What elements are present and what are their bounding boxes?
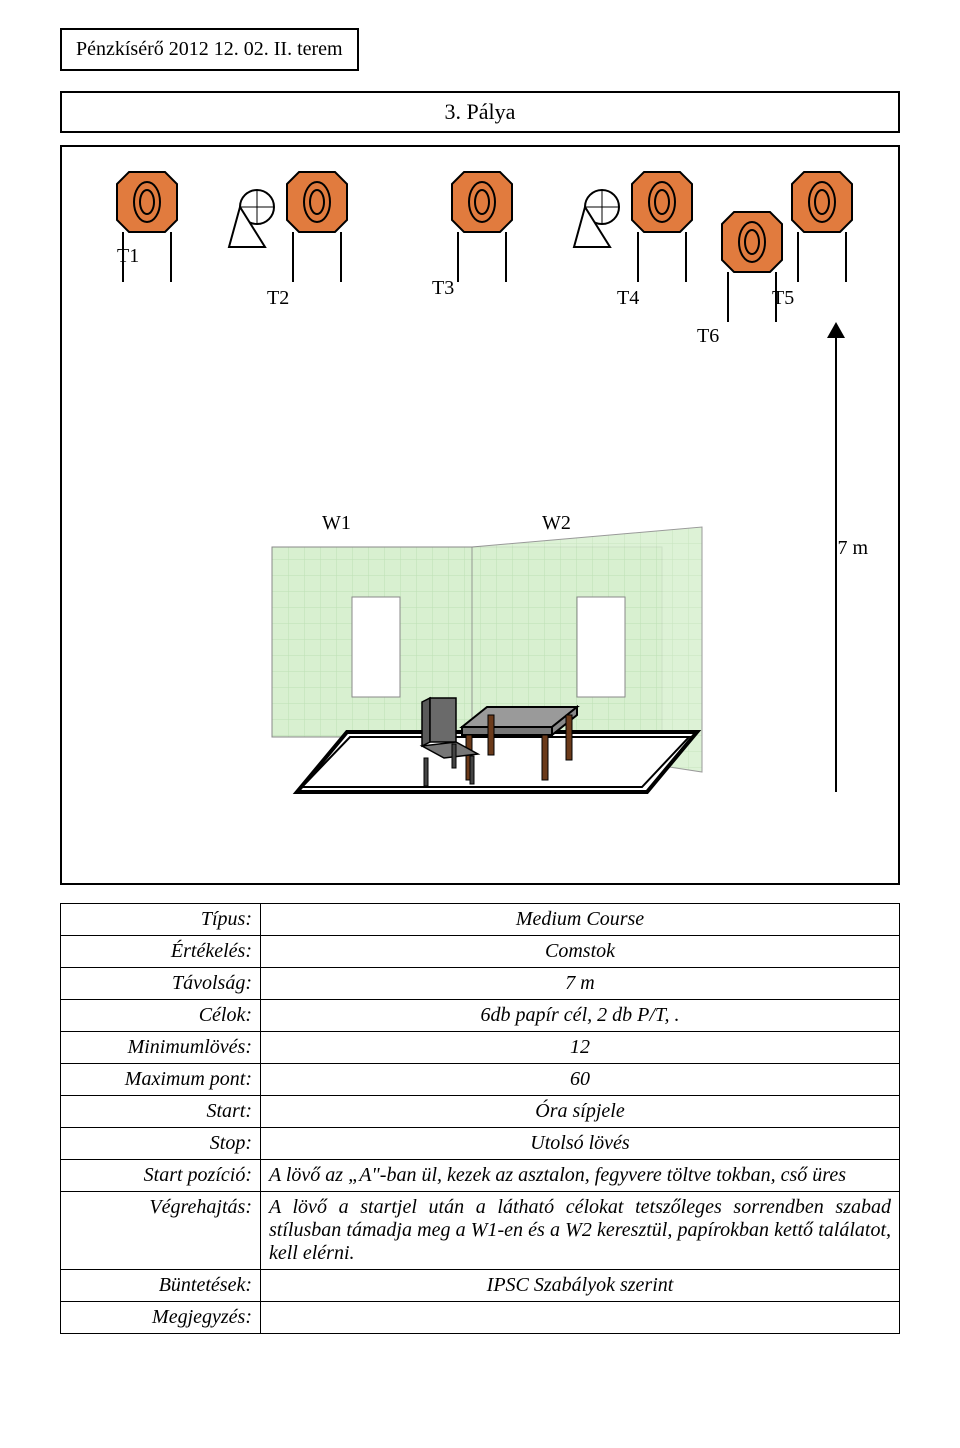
document-header: Pénzkísérő 2012 12. 02. II. terem <box>60 28 359 71</box>
spec-label: Célok: <box>61 1000 261 1032</box>
spec-value: A lövő az „A"-ban ül, kezek az asztalon,… <box>261 1160 900 1192</box>
spec-value: Utolsó lövés <box>261 1128 900 1160</box>
label-t4: T4 <box>617 287 639 310</box>
table-row: Megjegyzés: <box>61 1302 900 1334</box>
table-row: Start pozíció:A lövő az „A"-ban ül, keze… <box>61 1160 900 1192</box>
page: Pénzkísérő 2012 12. 02. II. terem 3. Pál… <box>0 0 960 1374</box>
spec-label: Minimumlövés: <box>61 1032 261 1064</box>
spec-label: Távolság: <box>61 968 261 1000</box>
label-t2: T2 <box>267 287 289 310</box>
spec-label: Értékelés: <box>61 936 261 968</box>
label-w1: W1 <box>322 512 351 535</box>
spec-value: A lövő a startjel után a látható célokat… <box>261 1192 900 1270</box>
spec-label: Start: <box>61 1096 261 1128</box>
spec-value: 6db papír cél, 2 db P/T, . <box>261 1000 900 1032</box>
table-row: Stop:Utolsó lövés <box>61 1128 900 1160</box>
spec-label: Típus: <box>61 904 261 936</box>
diagram-svg <box>62 147 892 885</box>
spec-value: 60 <box>261 1064 900 1096</box>
spec-label: Stop: <box>61 1128 261 1160</box>
label-t3: T3 <box>432 277 454 300</box>
table-row: Típus:Medium Course <box>61 904 900 936</box>
spec-label: Büntetések: <box>61 1270 261 1302</box>
spec-label: Maximum pont: <box>61 1064 261 1096</box>
spec-value: 12 <box>261 1032 900 1064</box>
label-t5: T5 <box>772 287 794 310</box>
spec-value: IPSC Szabályok szerint <box>261 1270 900 1302</box>
table-row: Célok:6db papír cél, 2 db P/T, . <box>61 1000 900 1032</box>
spec-label: Végrehajtás: <box>61 1192 261 1270</box>
stage-title: 3. Pálya <box>60 91 900 133</box>
spec-value: Comstok <box>261 936 900 968</box>
table-row: Értékelés:Comstok <box>61 936 900 968</box>
spec-label: Megjegyzés: <box>61 1302 261 1334</box>
table-row: Start:Óra sípjele <box>61 1096 900 1128</box>
table-row: Büntetések:IPSC Szabályok szerint <box>61 1270 900 1302</box>
table-row: Végrehajtás:A lövő a startjel után a lát… <box>61 1192 900 1270</box>
spec-value: 7 m <box>261 968 900 1000</box>
spec-value: Medium Course <box>261 904 900 936</box>
label-t1: T1 <box>117 245 139 268</box>
label-t6: T6 <box>697 325 719 348</box>
spec-value <box>261 1302 900 1334</box>
table-row: Minimumlövés:12 <box>61 1032 900 1064</box>
table-row: Távolság:7 m <box>61 968 900 1000</box>
spec-label: Start pozíció: <box>61 1160 261 1192</box>
stage-diagram: T1 T2 T3 T4 T5 T6 W1 W2 7 m <box>60 145 900 885</box>
table-row: Maximum pont:60 <box>61 1064 900 1096</box>
spec-value: Óra sípjele <box>261 1096 900 1128</box>
label-w2: W2 <box>542 512 571 535</box>
distance-label: 7 m <box>837 537 868 560</box>
spec-table: Típus:Medium CourseÉrtékelés:ComstokTávo… <box>60 903 900 1334</box>
